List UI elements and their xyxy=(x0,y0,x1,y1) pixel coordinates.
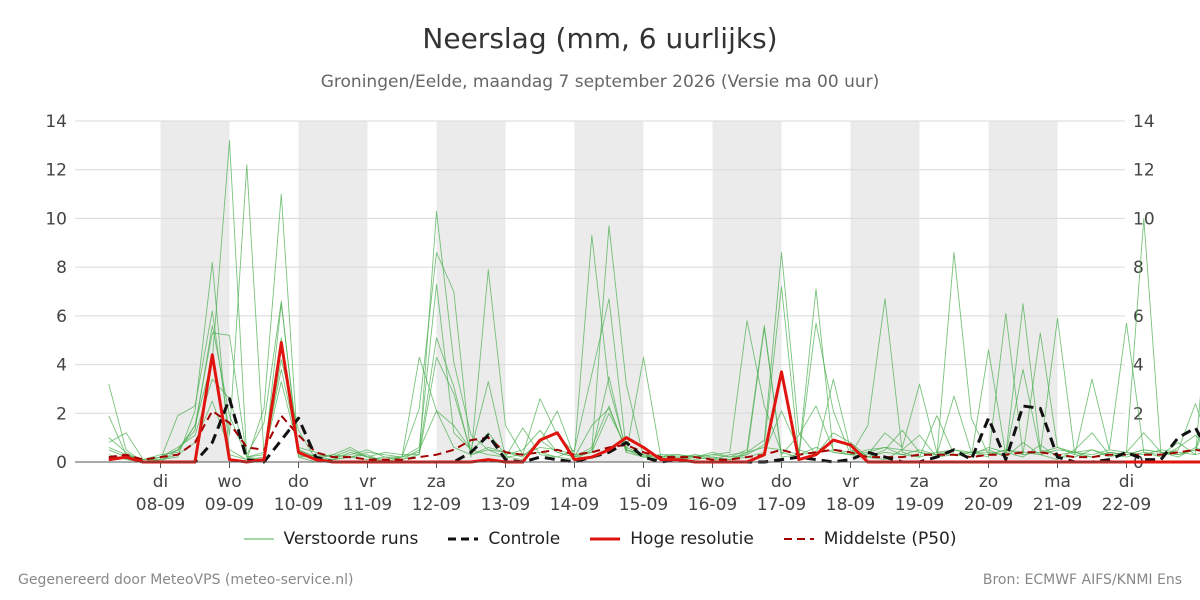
legend-swatch-highres xyxy=(590,537,621,541)
chart-subtitle: Groningen/Eelde, maandag 7 september 202… xyxy=(320,72,880,92)
x-tick-day-17-09: do xyxy=(771,472,792,492)
footer-generated-by: Gegenereerd door MeteoVPS (meteo-service… xyxy=(18,572,354,588)
y-tick-left-2: 2 xyxy=(56,404,67,424)
y-tick-left-8: 8 xyxy=(56,258,67,278)
x-tick-day-10-09: do xyxy=(288,472,309,492)
x-tick-date-22-09: 22-09 xyxy=(1102,495,1151,515)
y-tick-right-12: 12 xyxy=(1133,161,1155,181)
x-tick-day-12-09: za xyxy=(427,472,446,492)
chart-title: Neerslag (mm, 6 uurlijks) xyxy=(422,22,778,55)
legend-swatch-median xyxy=(783,538,814,540)
legend-swatch-ensemble xyxy=(243,538,274,540)
x-tick-date-16-09: 16-09 xyxy=(688,495,737,515)
y-tick-right-14: 14 xyxy=(1133,112,1155,132)
y-tick-left-6: 6 xyxy=(56,307,67,327)
x-tick-date-11-09: 11-09 xyxy=(343,495,392,515)
footer-source: Bron: ECMWF AIFS/KNMI Ens xyxy=(982,572,1182,588)
y-tick-left-0: 0 xyxy=(56,453,67,473)
legend-item-control: Controle xyxy=(448,529,560,549)
legend-label-median: Middelste (P50) xyxy=(823,529,957,549)
x-tick-date-13-09: 13-09 xyxy=(481,495,530,515)
ensemble-member-line-6 xyxy=(108,286,1200,463)
x-tick-date-21-09: 21-09 xyxy=(1033,495,1082,515)
legend-item-median: Middelste (P50) xyxy=(783,529,957,549)
ensemble-member-line-7 xyxy=(108,325,1200,461)
y-tick-left-14: 14 xyxy=(45,112,67,132)
y-tick-right-6: 6 xyxy=(1133,307,1144,327)
x-tick-date-20-09: 20-09 xyxy=(964,495,1013,515)
legend-item-ensemble: Verstoorde runs xyxy=(243,529,419,549)
x-tick-day-16-09: wo xyxy=(700,472,724,492)
x-tick-date-15-09: 15-09 xyxy=(619,495,668,515)
chart-legend: Verstoorde runs Controle Hoge resolutie … xyxy=(0,529,1200,549)
x-tick-date-08-09: 08-09 xyxy=(136,495,185,515)
day-band-16-09 xyxy=(712,121,782,462)
y-tick-left-4: 4 xyxy=(56,356,67,376)
x-tick-date-17-09: 17-09 xyxy=(757,495,806,515)
day-band-18-09 xyxy=(850,121,920,462)
x-tick-day-19-09: za xyxy=(910,472,929,492)
x-tick-day-09-09: wo xyxy=(217,472,241,492)
legend-item-highres: Hoge resolutie xyxy=(590,529,754,549)
y-tick-left-12: 12 xyxy=(45,161,67,181)
x-tick-day-13-09: zo xyxy=(496,472,515,492)
x-tick-date-09-09: 09-09 xyxy=(205,495,254,515)
y-tick-right-4: 4 xyxy=(1133,356,1144,376)
x-tick-date-10-09: 10-09 xyxy=(274,495,323,515)
x-tick-day-08-09: di xyxy=(153,472,169,492)
x-tick-day-14-09: ma xyxy=(561,472,588,492)
x-tick-day-20-09: zo xyxy=(979,472,998,492)
x-tick-day-11-09: vr xyxy=(359,472,376,492)
x-tick-day-21-09: ma xyxy=(1044,472,1071,492)
x-tick-date-19-09: 19-09 xyxy=(895,495,944,515)
day-band-10-09 xyxy=(298,121,368,462)
x-tick-date-12-09: 12-09 xyxy=(412,495,461,515)
y-tick-right-8: 8 xyxy=(1133,258,1144,278)
day-band-14-09 xyxy=(574,121,644,462)
x-tick-date-14-09: 14-09 xyxy=(550,495,599,515)
legend-swatch-control xyxy=(448,537,479,541)
legend-label-highres: Hoge resolutie xyxy=(630,529,754,549)
y-tick-left-10: 10 xyxy=(45,209,67,229)
legend-label-control: Controle xyxy=(488,529,561,549)
x-tick-day-22-09: di xyxy=(1119,472,1135,492)
x-tick-day-15-09: di xyxy=(636,472,652,492)
x-tick-date-18-09: 18-09 xyxy=(826,495,875,515)
legend-label-ensemble: Verstoorde runs xyxy=(283,529,419,549)
x-tick-day-18-09: vr xyxy=(842,472,859,492)
